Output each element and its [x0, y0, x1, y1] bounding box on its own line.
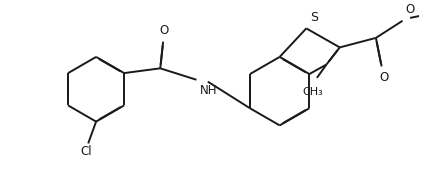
- Text: O: O: [160, 24, 169, 37]
- Text: NH: NH: [200, 84, 218, 96]
- Text: S: S: [310, 11, 318, 24]
- Text: Cl: Cl: [81, 145, 92, 158]
- Text: O: O: [405, 3, 415, 16]
- Text: CH₃: CH₃: [303, 87, 323, 97]
- Text: O: O: [380, 71, 389, 84]
